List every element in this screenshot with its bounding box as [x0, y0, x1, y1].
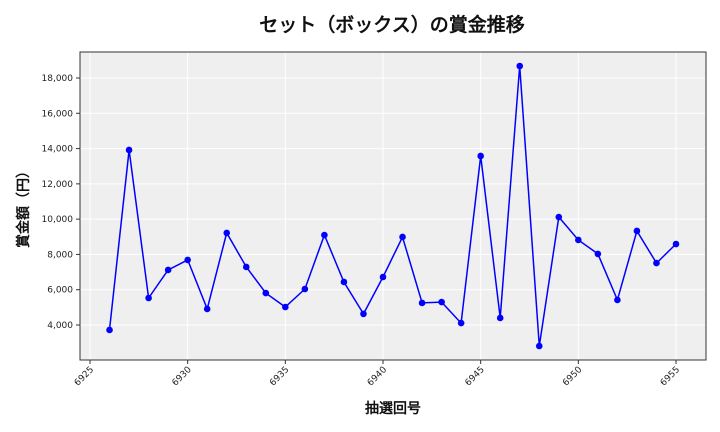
- data-point: [301, 285, 309, 293]
- x-tick-label: 6945: [464, 365, 487, 388]
- y-tick-label: 6,000: [47, 286, 73, 296]
- data-point: [438, 298, 445, 306]
- y-tick-label: 8,000: [47, 250, 73, 260]
- series-line: [108, 65, 677, 347]
- data-point: [594, 250, 602, 258]
- data-point: [242, 263, 250, 271]
- y-tick-label: 18,000: [42, 74, 74, 84]
- data-point: [125, 146, 133, 154]
- data-point: [262, 289, 270, 297]
- x-axis-ticks: 6925 6930 6935 6940 6945 6950 6955: [73, 360, 682, 388]
- data-point: [535, 342, 543, 350]
- x-tick-label: 6950: [561, 365, 584, 388]
- data-point: [496, 314, 504, 322]
- data-point: [457, 319, 465, 327]
- plot-frame: [79, 51, 707, 361]
- x-tick-label: 6940: [366, 365, 389, 388]
- chart-title: セット（ボックス）の賞金推移: [259, 14, 525, 36]
- data-series: [106, 62, 680, 350]
- y-axis-ticks: 4,000 6,000 8,000 10,000 12,000 14,000 16,000 1…: [42, 74, 80, 331]
- data-point: [145, 294, 152, 302]
- data-point: [360, 310, 367, 318]
- y-tick-label: 4,000: [47, 321, 73, 331]
- data-point: [614, 296, 621, 304]
- y-tick-label: 12,000: [42, 180, 74, 190]
- x-tick-label: 6930: [171, 365, 194, 388]
- data-point: [633, 227, 641, 235]
- y-axis-label: 賞金額（円）: [15, 164, 32, 248]
- data-point: [106, 326, 113, 334]
- data-point: [516, 62, 524, 70]
- x-tick-label: 6925: [73, 365, 96, 388]
- y-tick-label: 10,000: [42, 215, 74, 225]
- data-point: [672, 240, 680, 248]
- y-tick-label: 14,000: [42, 145, 74, 155]
- data-point: [399, 233, 406, 241]
- x-axis-label: 抽選回号: [365, 400, 421, 417]
- data-point: [555, 213, 563, 221]
- data-point: [282, 303, 289, 311]
- data-point: [477, 152, 484, 160]
- data-point: [184, 256, 191, 264]
- data-point: [321, 231, 328, 239]
- data-point: [418, 299, 426, 307]
- x-tick-label: 6935: [268, 365, 291, 388]
- plot-area: [80, 52, 706, 360]
- data-point: [379, 273, 387, 281]
- y-tick-label: 16,000: [42, 109, 74, 119]
- data-point: [653, 259, 660, 267]
- data-point: [164, 266, 172, 274]
- data-point: [223, 229, 231, 237]
- data-point: [203, 305, 211, 313]
- data-point: [340, 278, 348, 286]
- x-tick-label: 6955: [659, 365, 682, 388]
- data-point: [575, 236, 582, 244]
